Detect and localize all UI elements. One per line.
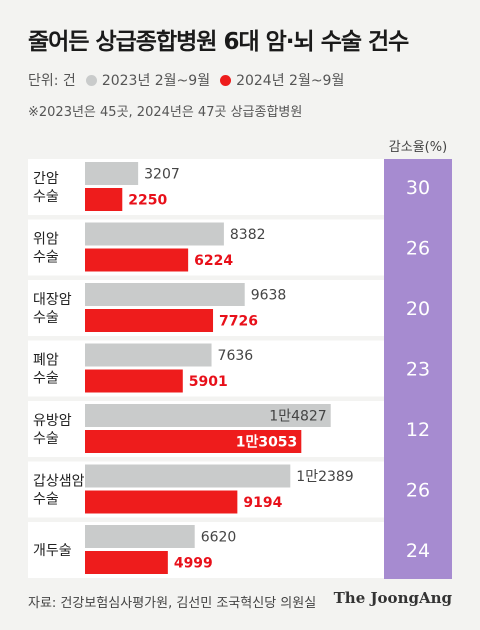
bar-2024 bbox=[85, 430, 302, 453]
bar-2023 bbox=[85, 162, 139, 185]
decrease-rate-column bbox=[384, 159, 452, 579]
chart-title: 줄어든 상급종합병원 6대 암·뇌 수술 건수 bbox=[28, 29, 409, 55]
category-label: 수술 bbox=[33, 310, 59, 326]
decrease-rate-header: 감소율(%) bbox=[388, 140, 448, 155]
bar-2024 bbox=[85, 309, 214, 332]
decrease-rate-value: 26 bbox=[406, 480, 430, 502]
bar-2023 bbox=[85, 283, 245, 306]
bar-2023 bbox=[85, 222, 224, 246]
value-label-2024: 7726 bbox=[219, 314, 258, 330]
row-background bbox=[28, 159, 384, 215]
legend-2024-swatch bbox=[220, 74, 232, 86]
decrease-rate-value: 12 bbox=[406, 419, 430, 441]
category-label: 위암 bbox=[33, 232, 59, 248]
decrease-rate-value: 23 bbox=[406, 359, 430, 381]
value-label-2023: 1만4827 bbox=[269, 409, 326, 425]
bar-2023 bbox=[85, 464, 291, 488]
category-label: 수술 bbox=[33, 189, 59, 205]
bar-2024 bbox=[85, 188, 123, 211]
value-label-2024: 6224 bbox=[194, 253, 233, 269]
chart-note: ※2023년은 45곳, 2024년은 47곳 상급종합병원 bbox=[28, 105, 303, 120]
value-label-2024: 1만3053 bbox=[236, 435, 298, 451]
legend-2023-label: 2023년 2월~9월 bbox=[101, 73, 211, 89]
bar-2024 bbox=[85, 551, 168, 574]
category-label: 갑상샘암 bbox=[33, 474, 85, 490]
value-label-2024: 9194 bbox=[243, 495, 282, 511]
decrease-rate-value: 26 bbox=[406, 238, 430, 260]
value-label-2023: 8382 bbox=[230, 227, 266, 243]
legend-2023-swatch bbox=[85, 74, 97, 86]
category-label: 폐암 bbox=[33, 353, 59, 369]
category-label: 개두술 bbox=[33, 543, 72, 559]
category-label: 유방암 bbox=[33, 413, 72, 429]
bar-2023 bbox=[85, 343, 212, 367]
category-label: 수술 bbox=[33, 371, 59, 387]
category-label: 수술 bbox=[33, 492, 59, 508]
value-label-2024: 4999 bbox=[174, 556, 213, 572]
value-label-2024: 2250 bbox=[128, 193, 167, 209]
decrease-rate-value: 20 bbox=[406, 298, 430, 320]
category-label: 간암 bbox=[33, 171, 59, 187]
value-label-2023: 6620 bbox=[201, 530, 237, 546]
source-note: 자료: 건강보험심사평가원, 김선민 조국혁신당 의원실 bbox=[28, 596, 317, 611]
value-label-2023: 1만2389 bbox=[296, 469, 353, 485]
category-label: 수술 bbox=[33, 431, 59, 447]
brand-logo: The JoongAng bbox=[333, 589, 452, 607]
value-label-2024: 5901 bbox=[189, 374, 228, 390]
bar-2024 bbox=[85, 248, 189, 272]
value-label-2023: 3207 bbox=[144, 167, 180, 183]
bar-2023 bbox=[85, 404, 331, 427]
category-label: 수술 bbox=[33, 250, 59, 266]
bar-2024 bbox=[85, 369, 183, 393]
legend: 단위: 건 2023년 2월~9월 2024년 2월~9월 bbox=[28, 70, 344, 90]
decrease-rate-value: 30 bbox=[406, 177, 430, 199]
decrease-rate-value: 24 bbox=[406, 540, 430, 562]
unit-label: 단위: 건 bbox=[28, 73, 76, 89]
legend-2024-label: 2024년 2월~9월 bbox=[236, 73, 345, 89]
bar-2023 bbox=[85, 525, 195, 548]
category-label: 대장암 bbox=[33, 292, 72, 308]
bar-2024 bbox=[85, 490, 238, 514]
value-label-2023: 7636 bbox=[218, 348, 254, 364]
value-label-2023: 9638 bbox=[251, 288, 287, 304]
